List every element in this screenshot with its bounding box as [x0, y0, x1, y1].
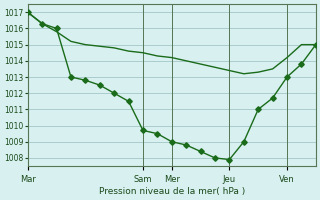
X-axis label: Pression niveau de la mer( hPa ): Pression niveau de la mer( hPa ) — [99, 187, 245, 196]
